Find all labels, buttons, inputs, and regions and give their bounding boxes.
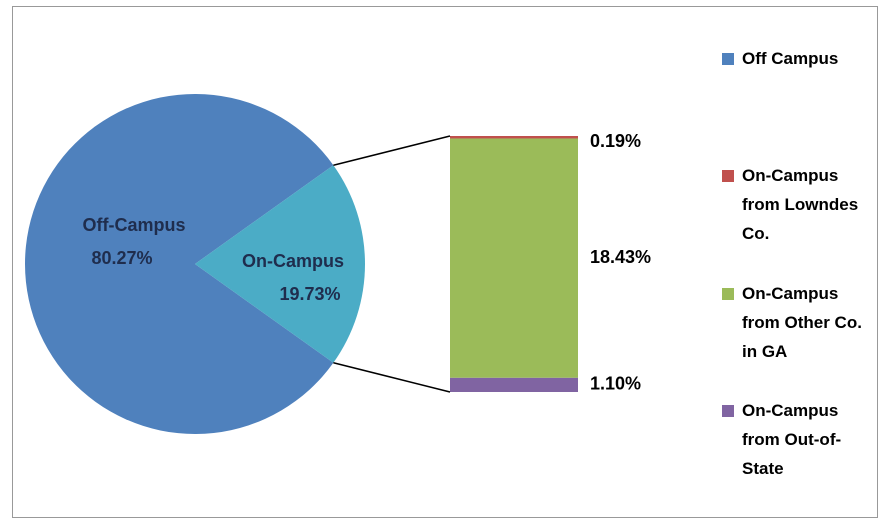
legend-label: On-Campus from Out-of-State <box>742 401 842 478</box>
pie-slice <box>25 94 334 435</box>
bar-segment <box>450 138 578 378</box>
bar-value-label: 0.19% <box>590 131 641 151</box>
legend-swatch <box>722 288 734 300</box>
pie-value-label: 19.73% <box>279 284 340 304</box>
pie-label: On-Campus <box>242 251 344 271</box>
legend-item: On-Campus from Other Co. in GA <box>722 279 862 366</box>
legend-swatch <box>722 405 734 417</box>
bar-segment <box>450 377 578 392</box>
legend-label: On-Campus from Lowndes Co. <box>742 166 859 243</box>
legend-label: Off Campus <box>742 49 839 68</box>
bar-value-label: 1.10% <box>590 374 641 394</box>
legend-label: On-Campus from Other Co. in GA <box>742 284 862 361</box>
connector <box>333 135 451 166</box>
pie-value-label: 80.27% <box>91 248 152 268</box>
legend-swatch <box>722 170 734 182</box>
legend-item: On-Campus from Out-of-State <box>722 396 862 483</box>
chart-frame <box>12 6 878 518</box>
bar-value-label: 18.43% <box>590 247 651 267</box>
pie-label: Off-Campus <box>83 215 186 235</box>
legend-swatch <box>722 53 734 65</box>
legend-item: Off Campus <box>722 44 862 73</box>
connector <box>333 362 451 393</box>
pie-slice <box>195 165 365 363</box>
bar-segment <box>450 136 578 139</box>
legend-item: On-Campus from Lowndes Co. <box>722 161 862 248</box>
